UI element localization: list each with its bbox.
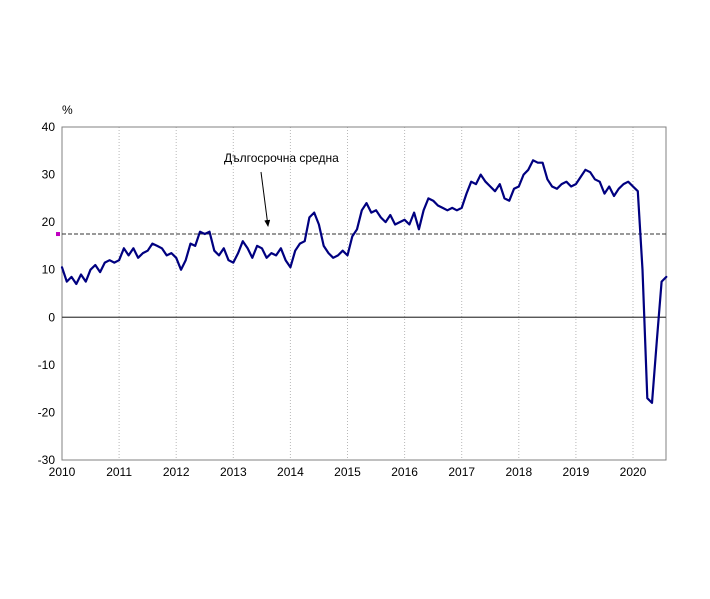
svg-text:2016: 2016 [391,465,418,479]
svg-text:-20: -20 [38,405,56,419]
x-axis-tick-labels: 2010 2011 2012 2013 2014 2015 2016 2017 2018 2019… [49,465,647,479]
svg-text:10: 10 [42,263,56,277]
svg-text:2012: 2012 [163,465,190,479]
annotation-arrow [260,171,271,227]
svg-text:30: 30 [42,168,56,182]
svg-text:-10: -10 [38,358,56,372]
svg-text:0: 0 [48,310,55,324]
svg-text:2015: 2015 [334,465,361,479]
svg-text:20: 20 [42,215,56,229]
svg-text:-30: -30 [38,453,56,467]
svg-text:2018: 2018 [505,465,532,479]
y-axis-unit-label: % [62,103,73,117]
vertical-gridlines [118,127,634,460]
svg-text:2011: 2011 [106,465,132,479]
svg-text:2010: 2010 [49,465,76,479]
plot-border [61,126,667,461]
average-line-marker [56,232,60,237]
series-line [60,159,668,404]
svg-text:2019: 2019 [563,465,590,479]
svg-text:2017: 2017 [448,465,475,479]
svg-text:40: 40 [42,120,56,134]
long-term-average-annotation: Дългосрочна средна [224,151,339,165]
svg-text:2020: 2020 [620,465,647,479]
y-axis-tick-labels: 40 30 20 10 0 -10 -20 -30 [38,120,56,467]
svg-text:2014: 2014 [277,465,304,479]
svg-text:2013: 2013 [220,465,247,479]
